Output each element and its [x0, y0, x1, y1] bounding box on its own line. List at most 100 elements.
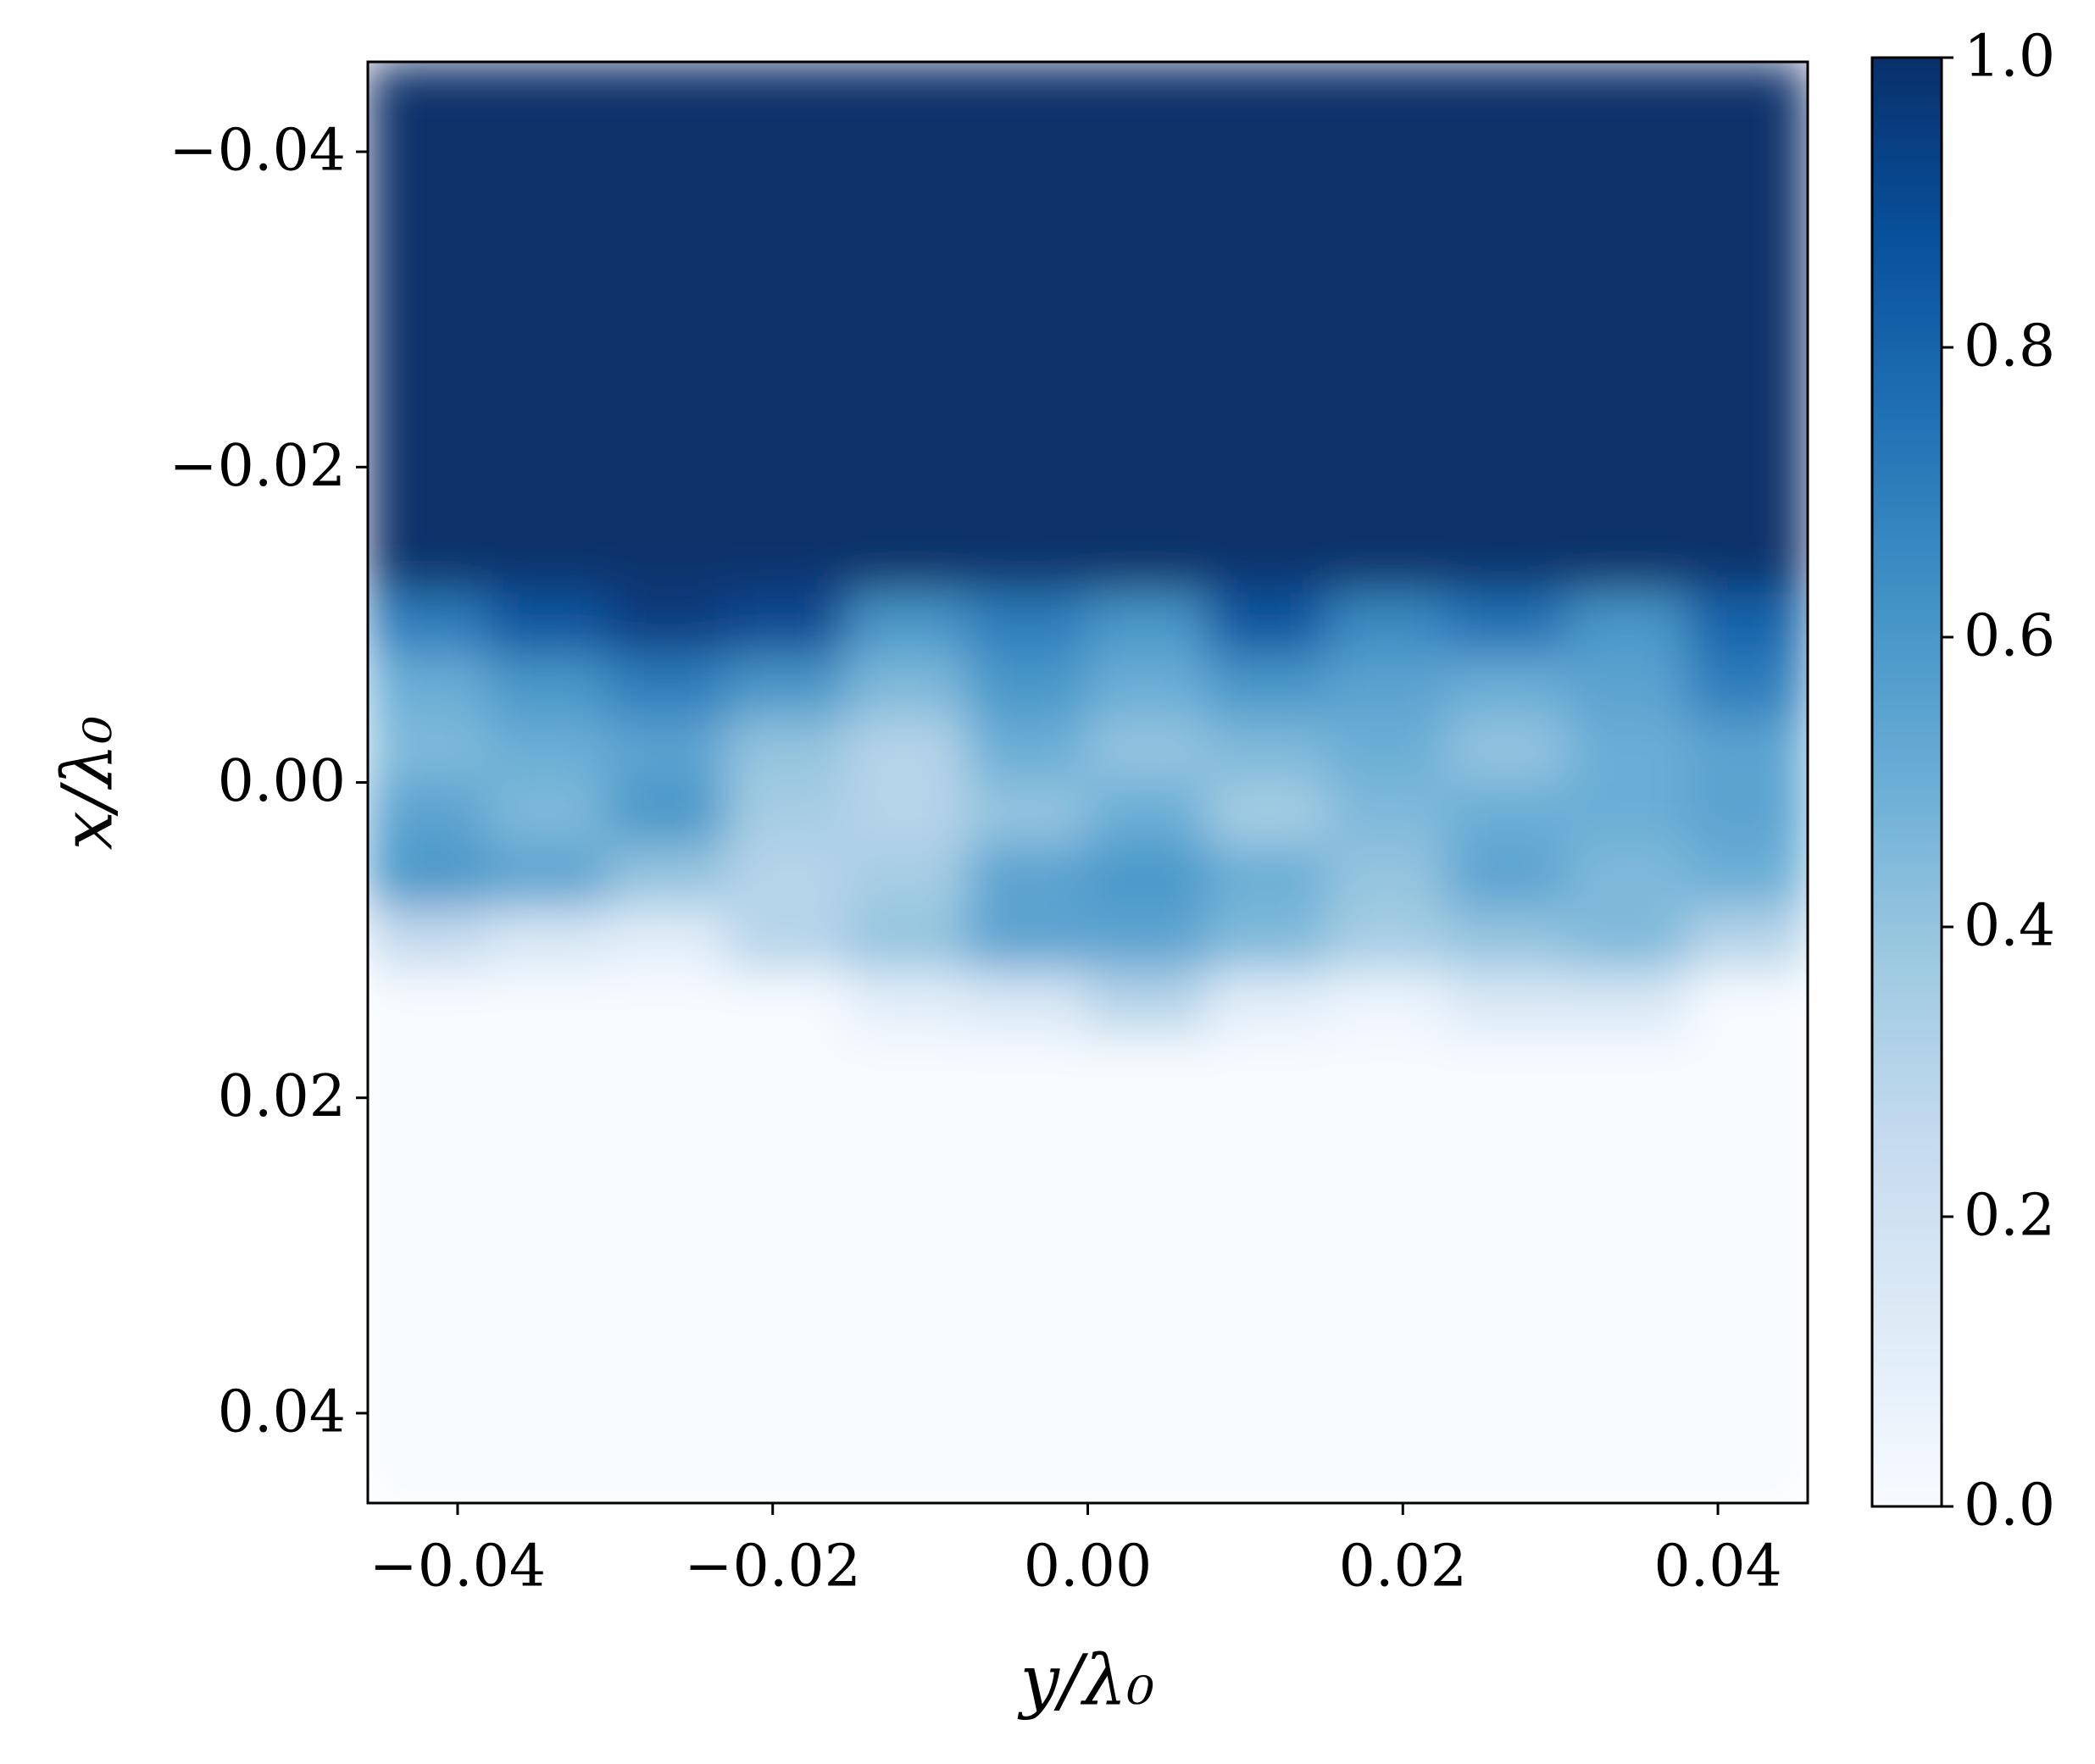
x-tick-label: −0.04 — [370, 1534, 546, 1600]
field-cell — [966, 1034, 1089, 1503]
field-cell — [1207, 1034, 1329, 1503]
field-cell — [847, 844, 969, 910]
field-cell — [726, 655, 849, 721]
field-cell — [1086, 655, 1209, 721]
field-cell — [1086, 907, 1209, 973]
field-cell — [1326, 718, 1449, 784]
field-cell — [1326, 62, 1449, 595]
field-cell — [966, 655, 1089, 721]
field-cell — [1447, 781, 1569, 846]
field-cell — [1207, 907, 1329, 973]
field-cell — [368, 907, 489, 973]
field-cell — [1687, 970, 1808, 1036]
field-cell — [1326, 781, 1449, 846]
field-cell — [966, 592, 1089, 657]
field-cell — [486, 1034, 609, 1503]
field-cell — [607, 592, 729, 657]
y-tick-label: −0.04 — [169, 118, 346, 185]
field-cell — [1447, 1034, 1569, 1503]
field-cell — [847, 62, 969, 595]
field-cell — [486, 655, 609, 721]
field-cell — [1207, 655, 1329, 721]
field-cell — [1447, 844, 1569, 910]
field-cell — [607, 907, 729, 973]
field-cell — [368, 655, 489, 721]
field-cell — [1447, 62, 1569, 595]
field-cell — [1207, 718, 1329, 784]
field-cell — [966, 62, 1089, 595]
field-cell — [726, 592, 849, 657]
field-cell — [1687, 844, 1808, 910]
field-cell — [1326, 1034, 1449, 1503]
field-cell — [1566, 592, 1689, 657]
field-cell — [607, 844, 729, 910]
field-cell — [1326, 592, 1449, 657]
field-cell — [847, 718, 969, 784]
field-cell — [1447, 907, 1569, 973]
field-cell — [368, 62, 489, 595]
field-cell — [1687, 718, 1808, 784]
y-axis-title: x/λ₀ — [48, 716, 129, 851]
field-cell — [1086, 1034, 1209, 1503]
field-cell — [1566, 718, 1689, 784]
field-cell — [1687, 655, 1808, 721]
field-cell — [726, 844, 849, 910]
field-cell — [1566, 655, 1689, 721]
field-cell — [726, 907, 849, 973]
field-cell — [486, 844, 609, 910]
y-tick-label: 0.04 — [218, 1378, 346, 1445]
x-tick-label: −0.02 — [685, 1534, 861, 1600]
field-cell — [1207, 592, 1329, 657]
field-cell — [1207, 781, 1329, 846]
colorbar — [1870, 56, 1943, 1508]
field-cell — [486, 781, 609, 846]
y-tick-label: 0.00 — [218, 748, 346, 815]
field-cell — [1447, 970, 1569, 1036]
field-cell — [1687, 1034, 1808, 1503]
field-cell — [847, 655, 969, 721]
field-cell — [1447, 592, 1569, 657]
field-cell — [1086, 62, 1209, 595]
x-tick-label: 0.02 — [1339, 1534, 1467, 1600]
field-cell — [486, 718, 609, 784]
field-cell — [607, 1034, 729, 1503]
cells — [368, 62, 1808, 1503]
field-cell — [486, 62, 609, 595]
y-tick-label: −0.02 — [169, 433, 346, 500]
y-tick-label: 0.02 — [218, 1063, 346, 1130]
colorbar-tick-label: 0.6 — [1964, 603, 2055, 670]
field-cell — [847, 592, 969, 657]
field-cell — [1326, 970, 1449, 1036]
field-cell — [847, 907, 969, 973]
field-cell — [368, 1034, 489, 1503]
field-cell — [368, 718, 489, 784]
colorbar-tick-label: 0.8 — [1964, 313, 2055, 380]
field-cell — [1566, 1034, 1689, 1503]
field-cell — [1207, 62, 1329, 595]
field-cell — [1447, 718, 1569, 784]
field-cell — [1086, 781, 1209, 846]
field-cell — [486, 907, 609, 973]
field-cell — [368, 592, 489, 657]
field-cell — [607, 781, 729, 846]
field-cell — [1687, 781, 1808, 846]
field-cell — [726, 62, 849, 595]
colorbar-tick-label: 0.4 — [1964, 893, 2055, 960]
field-cell — [1326, 907, 1449, 973]
field — [368, 62, 1808, 1503]
field-cell — [368, 781, 489, 846]
field-cell — [1566, 970, 1689, 1036]
field-cell — [1207, 970, 1329, 1036]
field-cell — [1566, 844, 1689, 910]
field-cell — [726, 1034, 849, 1503]
field-cell — [1207, 844, 1329, 910]
x-axis-title: y/λ₀ — [1017, 1641, 1155, 1722]
field-cell — [1086, 970, 1209, 1036]
colorbar-tick-label: 0.0 — [1964, 1473, 2055, 1539]
field-cell — [726, 970, 849, 1036]
field-cell — [368, 970, 489, 1036]
field-cell — [607, 62, 729, 595]
x-tick-label: 0.00 — [1024, 1534, 1152, 1600]
field-cell — [966, 907, 1089, 973]
